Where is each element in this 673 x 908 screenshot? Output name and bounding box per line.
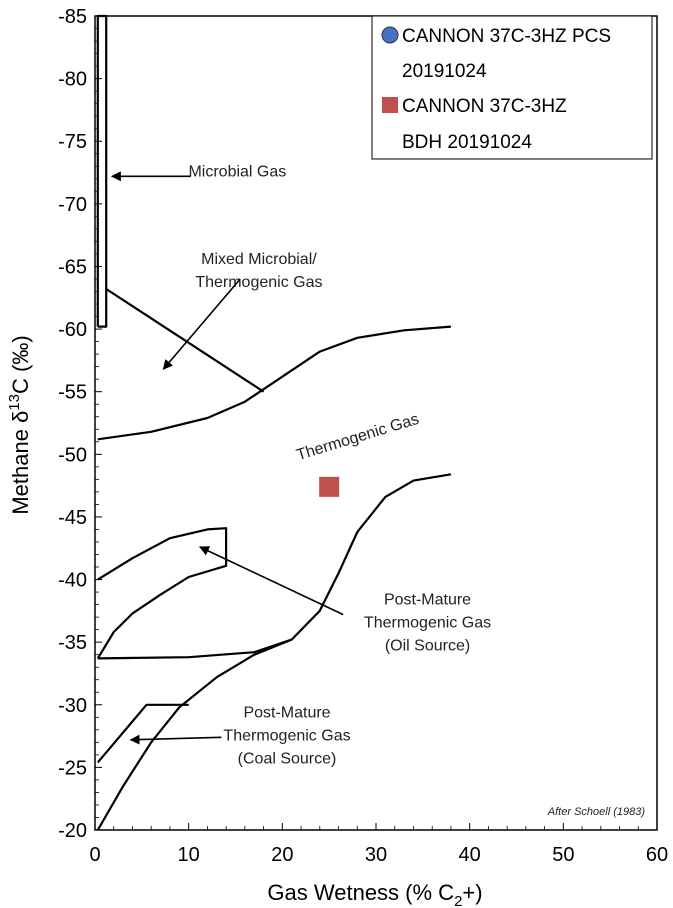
field-label: Post-Mature Thermogenic Gas (Coal Source)	[223, 704, 350, 767]
field-boundaries	[96, 14, 452, 831]
x-tick-label: 30	[365, 844, 387, 866]
field-boundary-line	[105, 288, 265, 393]
y-tick-label: -35	[58, 632, 87, 654]
annotation-arrow	[129, 734, 222, 745]
y-tick-label: -50	[58, 444, 87, 466]
x-axis-title: Gas Wetness (% C2+)	[267, 880, 482, 908]
field-boundary-line	[96, 638, 293, 831]
legend-marker-square	[382, 97, 398, 113]
field-boundary-line	[96, 703, 189, 764]
field-boundary-line	[97, 325, 451, 441]
field-label: Post-Mature Thermogenic Gas (Oil Source)	[364, 592, 491, 655]
y-tick-label: -85	[58, 6, 87, 28]
x-tick-label: 40	[459, 844, 481, 866]
y-axis-title: Methane δ13C (‰)	[6, 335, 33, 514]
legend-label: CANNON 37C-3HZ PCS	[402, 26, 611, 47]
x-axis: 0 10 20 30 40 50 60	[89, 823, 668, 866]
field-label: Microbial Gas	[188, 163, 286, 180]
field-label: Mixed Microbial/Thermogenic Gas	[195, 251, 322, 291]
y-tick-label: -65	[58, 256, 87, 278]
y-tick-label: -70	[58, 194, 87, 216]
legend-marker-circle	[381, 26, 399, 44]
y-tick-label: -40	[58, 570, 87, 592]
x-tick-label: 10	[178, 844, 200, 866]
y-tick-label: -20	[58, 820, 87, 842]
y-tick-label: -80	[58, 69, 87, 91]
y-tick-label: -45	[58, 507, 87, 529]
data-point	[319, 476, 340, 497]
x-tick-label: 60	[646, 844, 668, 866]
x-tick-label: 50	[552, 844, 574, 866]
annotation-arrow	[199, 546, 344, 616]
field-boundary-line	[96, 527, 228, 659]
y-tick-label: -75	[58, 131, 87, 153]
y-tick-label: -30	[58, 695, 87, 717]
x-tick-label: 20	[271, 844, 293, 866]
legend-label: CANNON 37C-3HZ	[402, 96, 567, 117]
y-tick-label: -55	[58, 382, 87, 404]
y-tick-label: -60	[58, 319, 87, 341]
field-boundary-line	[96, 14, 108, 328]
data-points	[319, 476, 340, 497]
legend-label: 20191024	[402, 61, 487, 82]
legend: CANNON 37C-3HZ PCS 20191024 CANNON 37C-3HZ…	[371, 15, 653, 160]
x-tick-label: 0	[89, 844, 100, 866]
legend-label: BDH 20191024	[402, 132, 532, 153]
y-tick-label: -25	[58, 757, 87, 779]
field-boundary-line	[97, 473, 452, 660]
annotation-arrow	[162, 278, 241, 370]
y-axis: -20 -25 -30 -35 -40 -45 -50 -55 -60 -65 -70 -75 -80 -…	[58, 6, 102, 842]
source-credit: After Schoell (1983)	[547, 806, 646, 818]
